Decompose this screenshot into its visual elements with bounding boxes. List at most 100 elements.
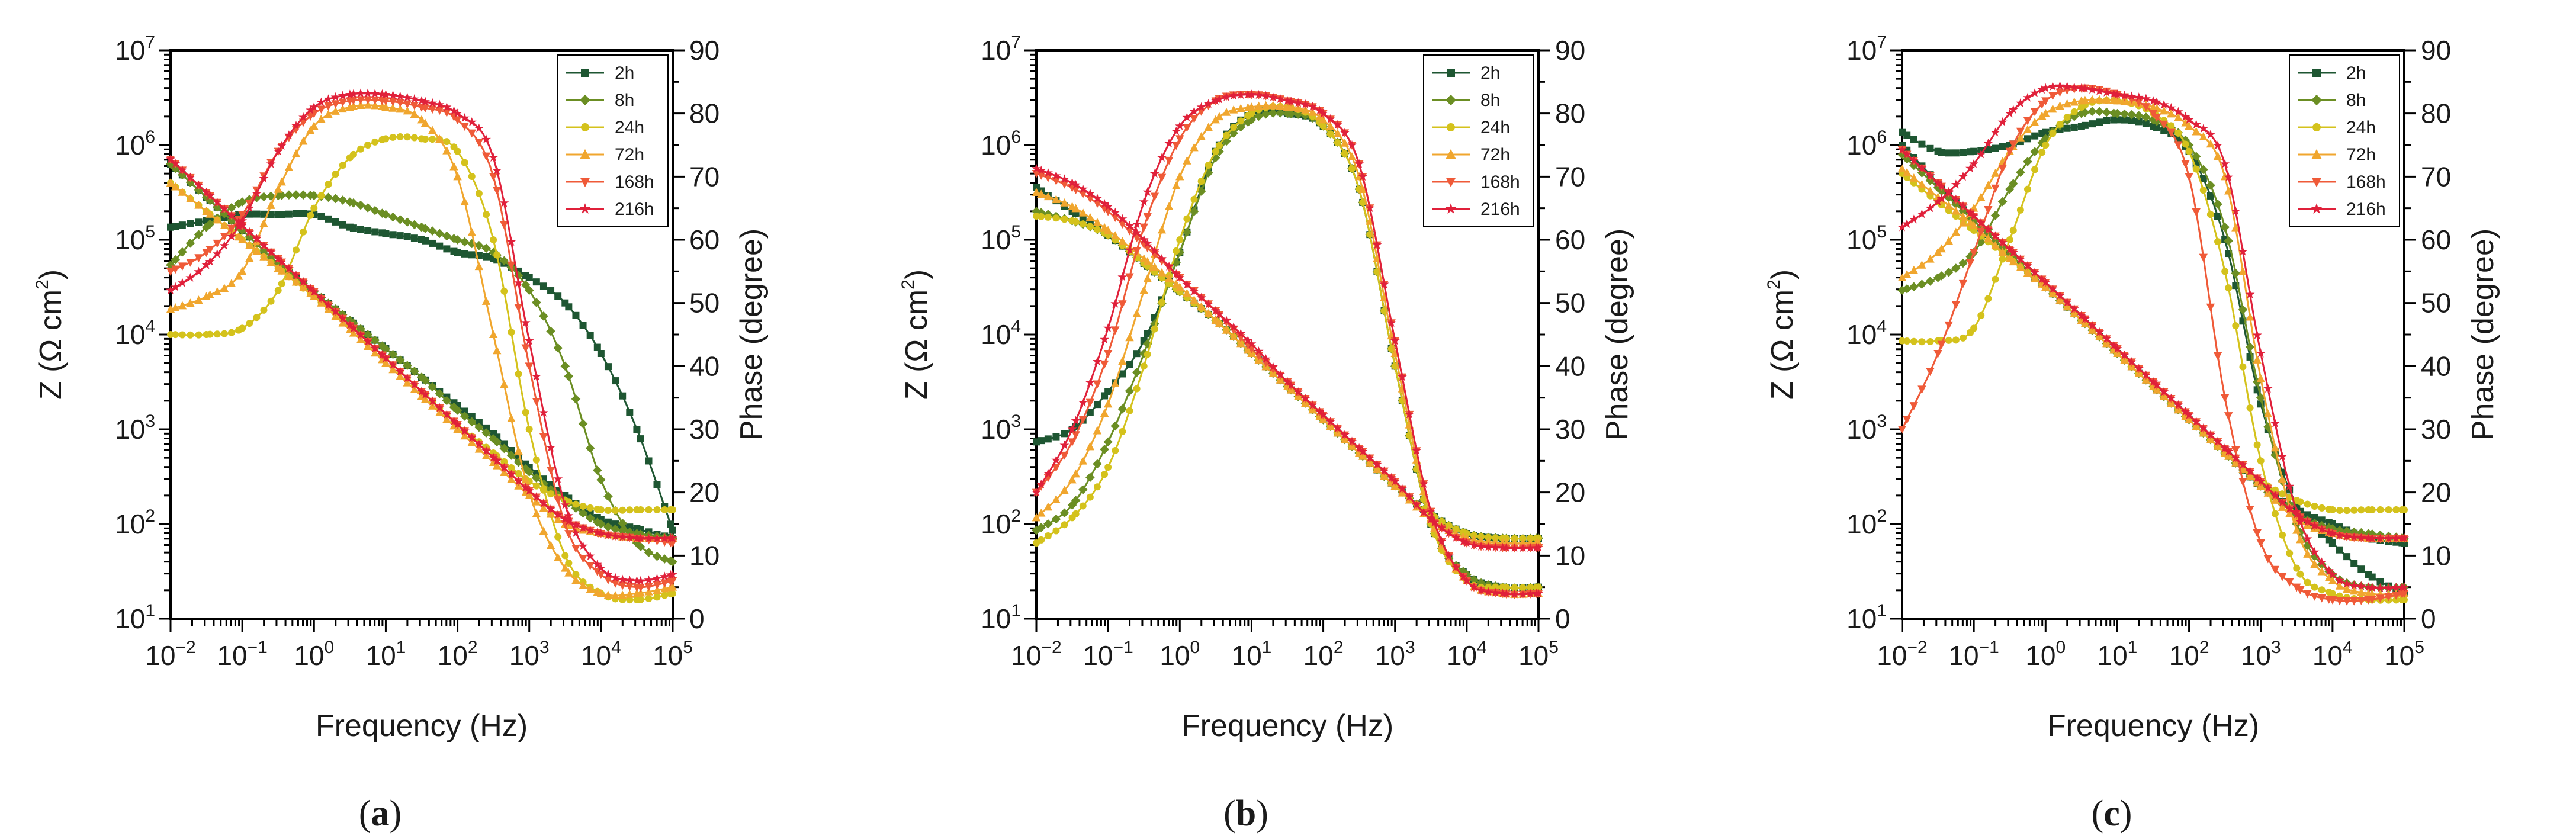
data-point (1909, 282, 1919, 292)
data-point (1085, 472, 1095, 483)
data-point (525, 426, 533, 433)
data-point (514, 446, 523, 455)
data-point (2049, 130, 2057, 137)
data-point (370, 88, 380, 98)
data-point (539, 407, 548, 417)
data-point (420, 375, 430, 385)
data-point (389, 231, 397, 239)
data-point (1903, 416, 1912, 425)
data-point (2384, 533, 2394, 543)
y-tick-label: 104 (1846, 317, 1887, 350)
data-point (532, 473, 541, 483)
data-point (172, 223, 179, 230)
data-point (1300, 99, 1311, 109)
data-point (2005, 184, 2015, 194)
data-point (481, 134, 491, 144)
data-point (474, 139, 484, 147)
data-point (2342, 578, 2352, 588)
data-point (652, 551, 662, 561)
data-point (1150, 192, 1159, 201)
data-point (1189, 207, 1199, 216)
data-point (1268, 108, 1278, 118)
data-point (1275, 94, 1285, 103)
data-point (2119, 109, 2129, 119)
data-point (2042, 128, 2050, 136)
data-point (644, 587, 653, 596)
data-point (553, 496, 563, 504)
data-point (2238, 478, 2247, 486)
data-point (1405, 491, 1414, 501)
y-tick-label: 107 (981, 33, 1021, 66)
data-point (1318, 410, 1328, 419)
data-point (266, 159, 276, 168)
data-point (1071, 416, 1081, 425)
data-point (1444, 528, 1454, 538)
data-point (382, 135, 390, 143)
data-point (1340, 430, 1350, 439)
data-point (481, 243, 491, 253)
data-point (410, 110, 419, 118)
data-point (1308, 101, 1318, 111)
data-point (402, 217, 412, 227)
legend-entry: 2h (1480, 63, 1500, 83)
data-point (1976, 217, 1986, 227)
data-point (1926, 186, 1935, 195)
data-point (1936, 271, 1947, 281)
data-point (1325, 416, 1335, 426)
data-point (435, 99, 445, 109)
data-point (187, 220, 194, 227)
data-point (1933, 350, 1942, 358)
data-point (460, 197, 469, 205)
data-point (381, 210, 391, 220)
data-point (637, 435, 644, 443)
data-point (1501, 542, 1511, 552)
data-point (2278, 474, 2287, 483)
data-point (1140, 362, 1148, 370)
data-point (1254, 101, 1263, 110)
y-tick-label: 101 (981, 601, 1021, 634)
data-point (403, 100, 412, 109)
data-point (1276, 108, 1285, 118)
data-point (2224, 236, 2233, 246)
data-point (1275, 369, 1285, 379)
data-point (1044, 532, 1052, 540)
data-point (2063, 99, 2071, 108)
data-point (2005, 147, 2014, 156)
data-point (1197, 131, 1206, 140)
data-point (278, 211, 285, 218)
data-point (316, 97, 326, 107)
data-point (1430, 517, 1440, 527)
data-point (178, 247, 187, 257)
legend-entry: 168h (2346, 172, 2386, 192)
x-tick-label: 101 (2097, 638, 2137, 671)
data-point (644, 583, 653, 592)
data-point (1142, 238, 1152, 247)
data-point (298, 277, 309, 286)
data-point (489, 173, 498, 182)
data-point (1036, 165, 1046, 175)
data-point (1984, 295, 1992, 303)
data-point (2279, 531, 2286, 539)
data-point (219, 240, 229, 250)
data-point (2087, 95, 2097, 104)
data-point (227, 216, 236, 225)
data-point (1444, 551, 1454, 560)
data-point (499, 256, 509, 266)
data-point (604, 507, 612, 515)
legend-marker (580, 149, 590, 159)
data-point (2087, 107, 2097, 116)
data-point (449, 402, 459, 412)
data-point (1215, 142, 1223, 149)
data-point (1143, 213, 1152, 221)
data-point (284, 190, 294, 200)
data-point (612, 507, 619, 515)
data-point (1283, 377, 1292, 386)
data-point (2375, 533, 2385, 543)
data-point (339, 221, 346, 229)
data-point (2286, 549, 2294, 557)
data-point (317, 114, 326, 123)
data-point (363, 96, 372, 105)
data-point (1032, 513, 1041, 522)
impedance-line-8h (1036, 210, 1538, 540)
data-point (1944, 321, 1953, 330)
